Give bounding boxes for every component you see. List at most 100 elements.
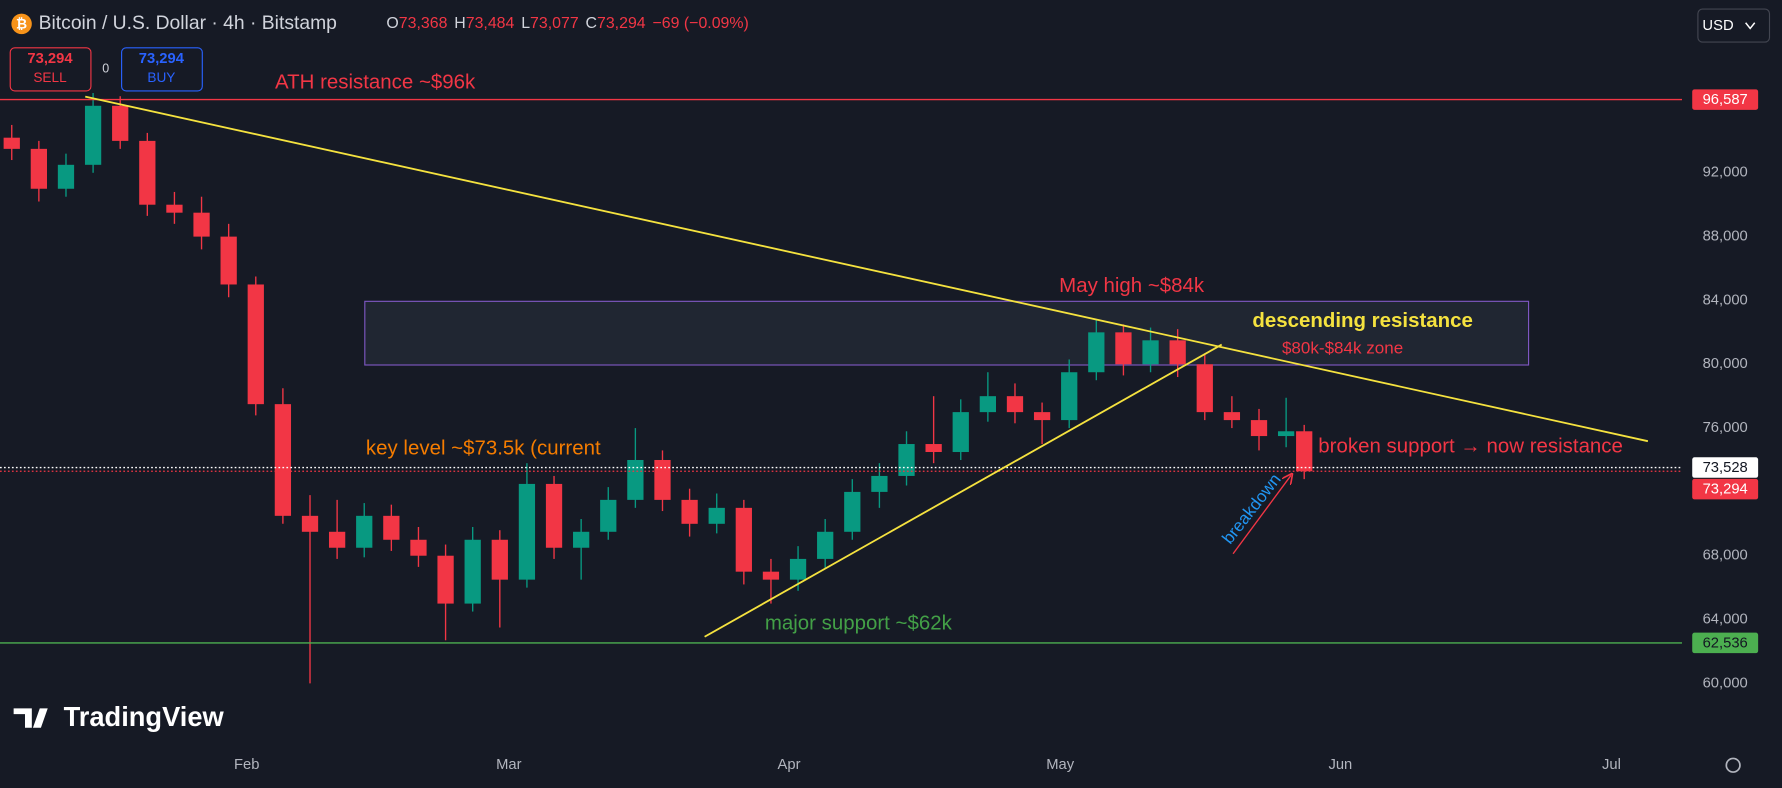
- logo-text: TradingView: [64, 701, 225, 732]
- annotation: key level ~$73.5k (current: [366, 437, 601, 460]
- candle-body: [979, 396, 996, 413]
- candle-body: [220, 236, 237, 285]
- sell-price[interactable]: 73,294: [27, 51, 73, 67]
- y-tick-label: 60,000: [1703, 675, 1748, 691]
- settings-icon[interactable]: [1725, 757, 1741, 773]
- price-label-box: [1692, 89, 1759, 110]
- candle-body: [383, 515, 400, 540]
- candle-body: [1169, 340, 1186, 365]
- zone-box: [364, 300, 1530, 366]
- price-label: 96,587: [1703, 92, 1748, 108]
- candle-body: [301, 515, 319, 532]
- descending-trendline: [85, 95, 1649, 443]
- candle-body: [30, 148, 47, 189]
- candle-body: [1223, 412, 1241, 421]
- x-tick-label: Jun: [1328, 757, 1352, 773]
- ohlc-key: L: [521, 15, 530, 32]
- y-tick-label: 68,000: [1703, 548, 1748, 564]
- candle-body: [84, 105, 102, 165]
- candles: [3, 93, 1313, 684]
- spread: 0: [102, 62, 109, 76]
- axes: 92,00088,00084,00080,00076,00072,00068,0…: [234, 89, 1759, 773]
- candle-body: [491, 539, 508, 580]
- candle-body: [1088, 332, 1105, 373]
- price-label: 73,294: [1703, 482, 1748, 498]
- candle-body: [573, 531, 590, 548]
- x-tick-label: Feb: [234, 757, 259, 773]
- candle-body: [1033, 412, 1051, 421]
- candle-body: [925, 444, 942, 453]
- candle-body: [654, 459, 671, 500]
- candle-body: [789, 558, 807, 580]
- candle-body: [898, 444, 915, 476]
- candle-body: [274, 404, 292, 516]
- candle-body: [735, 507, 752, 572]
- annotation: descending resistance: [1252, 309, 1472, 332]
- x-tick-label: May: [1046, 757, 1075, 773]
- candle-body: [437, 555, 454, 604]
- buy-label[interactable]: BUY: [147, 70, 175, 85]
- y-tick-label: 80,000: [1703, 356, 1748, 372]
- price-label-box: [1692, 478, 1759, 500]
- ohlc-legend: O73,368 H73,484 L73,077 C73,294 −69 (−0.09%): [386, 15, 748, 32]
- candle-body: [3, 137, 20, 149]
- candle-body: [1296, 431, 1313, 472]
- candle-body: [817, 531, 834, 559]
- sell-button[interactable]: [9, 47, 92, 92]
- x-tick-label: Jul: [1602, 757, 1621, 773]
- candle-body: [545, 483, 563, 548]
- candle-body: [1061, 372, 1078, 421]
- price-label-box: [1692, 457, 1759, 478]
- candle-body: [1277, 431, 1295, 437]
- candle-body: [871, 475, 888, 492]
- ohlc-key: C: [586, 15, 597, 32]
- annotation: ATH resistance ~$96k: [275, 70, 476, 93]
- candle-body: [193, 212, 210, 237]
- candle-body: [627, 459, 644, 500]
- candle-body: [844, 491, 861, 532]
- annotation: broken support → now resistance: [1318, 434, 1623, 457]
- candle-body: [139, 140, 156, 205]
- ohlc-key: O: [386, 15, 398, 32]
- candle-body: [518, 483, 536, 580]
- candle-body: [952, 412, 969, 453]
- candle-body: [166, 204, 183, 213]
- candle-body: [356, 515, 373, 548]
- candle-body: [247, 284, 264, 405]
- candle-body: [708, 507, 725, 524]
- currency-dropdown[interactable]: [1697, 8, 1771, 43]
- candle-body: [328, 531, 346, 548]
- candle-body: [1250, 420, 1268, 437]
- price-label: 62,536: [1703, 635, 1748, 651]
- candle-body: [681, 499, 698, 524]
- candle-body: [410, 539, 427, 556]
- coin-icon-glyph: ₿: [16, 17, 27, 32]
- coin-icon: [11, 13, 32, 35]
- y-tick-label: 92,000: [1703, 165, 1748, 181]
- candle-body: [1006, 396, 1024, 413]
- annotation: May high ~$84k: [1059, 274, 1205, 297]
- y-tick-label: 88,000: [1703, 229, 1748, 245]
- annotation: major support ~$62k: [765, 612, 953, 635]
- x-tick-label: Mar: [496, 757, 522, 773]
- currency-label[interactable]: USD: [1702, 18, 1733, 34]
- buy-price[interactable]: 73,294: [139, 51, 185, 67]
- dropdown-chevron[interactable]: [1745, 22, 1756, 30]
- candle-body: [762, 571, 780, 580]
- price-levels: [0, 98, 1682, 644]
- logo-mark: [13, 708, 48, 728]
- ohlc-value: 73,368: [399, 15, 448, 32]
- ohlc-key: H: [454, 15, 465, 32]
- candle-body: [1196, 364, 1213, 413]
- y-tick-label: 76,000: [1703, 420, 1748, 436]
- price-label: 73,528: [1703, 460, 1748, 476]
- ohlc-value: 73,294: [597, 15, 646, 32]
- sell-label[interactable]: SELL: [33, 70, 67, 85]
- breakdown-arrow: [1232, 475, 1291, 555]
- buy-button[interactable]: [121, 47, 203, 92]
- candle-body: [1115, 332, 1132, 365]
- ohlc-value: 73,484: [466, 15, 515, 32]
- price-label-box: [1692, 632, 1759, 654]
